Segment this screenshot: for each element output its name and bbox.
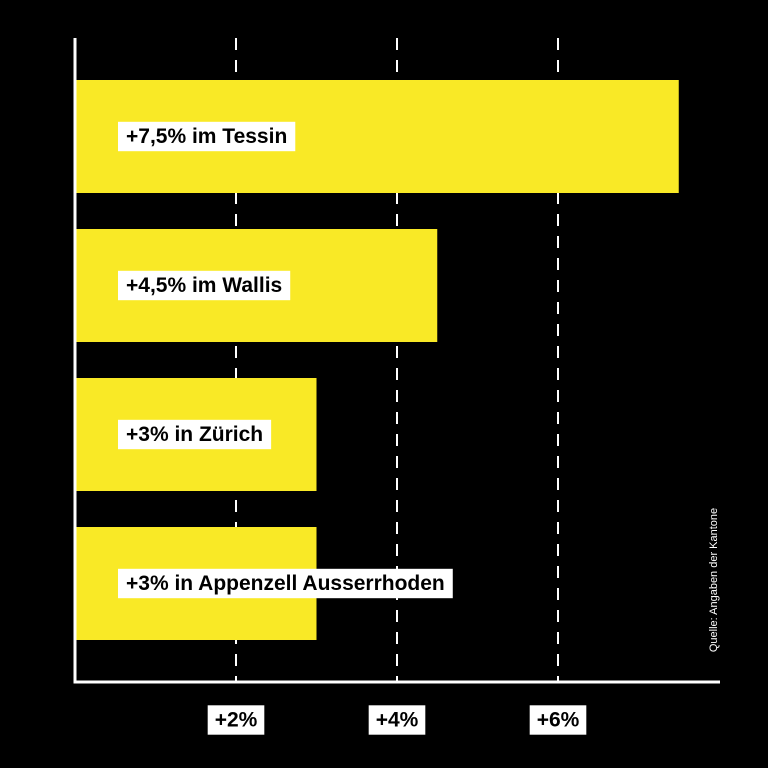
axes xyxy=(73,38,720,684)
tick-label-1-bg xyxy=(368,705,426,735)
data-label-2-text: +3% in Zürich xyxy=(126,423,263,446)
source-note: Quelle: Angaben der Kantone xyxy=(708,507,720,653)
data-label-3: +3% in Appenzell Ausserrhoden xyxy=(118,568,453,599)
data-label-1: +4,5% im Wallis xyxy=(118,270,291,301)
data-labels: +7,5% im Tessin +4,5% im Wallis +3% in Zür… xyxy=(118,121,453,599)
tick-label-0-text: +2% xyxy=(215,709,258,732)
bars xyxy=(75,80,679,640)
tick-label-2-bg xyxy=(529,705,587,735)
tick-label-2-text: +6% xyxy=(537,709,580,732)
tick-labels: +2% +4% +6% xyxy=(207,705,587,735)
data-label-2-bg xyxy=(118,419,272,450)
data-label-0: +7,5% im Tessin xyxy=(118,121,296,152)
data-label-1-text: +4,5% im Wallis xyxy=(126,274,282,297)
data-label-0-text: +7,5% im Tessin xyxy=(126,125,287,148)
tick-label-1: +4% xyxy=(368,705,426,735)
tick-label-0: +2% xyxy=(207,705,265,735)
data-label-3-bg xyxy=(118,568,453,599)
data-label-2: +3% in Zürich xyxy=(118,419,272,450)
tick-label-1-text: +4% xyxy=(376,709,419,732)
tick-label-0-bg xyxy=(207,705,265,735)
data-label-3-text: +3% in Appenzell Ausserrhoden xyxy=(126,572,445,595)
data-label-1-bg xyxy=(118,270,291,301)
data-label-0-bg xyxy=(118,121,296,152)
tick-label-2: +6% xyxy=(529,705,587,735)
